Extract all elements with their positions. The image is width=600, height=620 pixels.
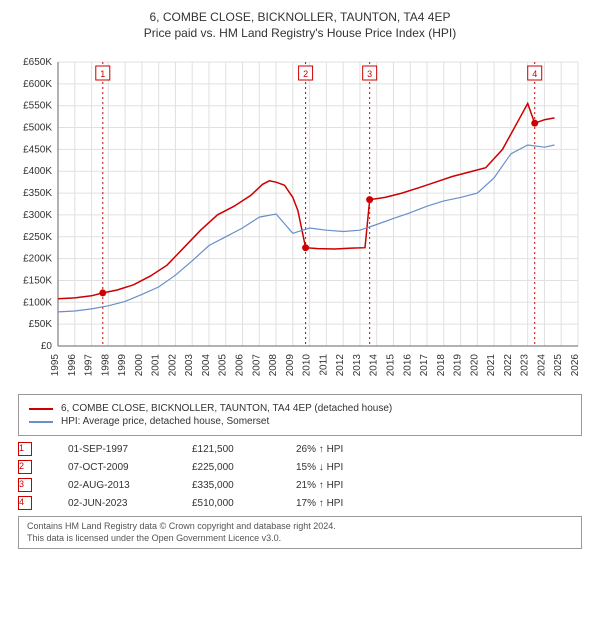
chart-title-block: 6, COMBE CLOSE, BICKNOLLER, TAUNTON, TA4… <box>10 10 590 40</box>
event-marker-icon: 3 <box>18 478 32 492</box>
svg-text:2010: 2010 <box>302 354 313 377</box>
svg-text:£650K: £650K <box>23 57 52 68</box>
footer-attribution: Contains HM Land Registry data © Crown c… <box>18 516 582 549</box>
svg-text:£200K: £200K <box>23 254 52 265</box>
svg-text:2007: 2007 <box>251 354 262 377</box>
svg-text:£450K: £450K <box>23 144 52 155</box>
svg-text:2016: 2016 <box>402 354 413 377</box>
svg-text:£300K: £300K <box>23 210 52 221</box>
legend-swatch <box>29 408 53 410</box>
event-price: £510,000 <box>192 498 272 509</box>
svg-text:3: 3 <box>367 69 372 79</box>
svg-text:2011: 2011 <box>318 354 329 376</box>
svg-text:2004: 2004 <box>201 354 212 377</box>
legend-item: 6, COMBE CLOSE, BICKNOLLER, TAUNTON, TA4… <box>29 403 571 414</box>
title-line-1: 6, COMBE CLOSE, BICKNOLLER, TAUNTON, TA4… <box>10 10 590 24</box>
svg-text:£500K: £500K <box>23 123 52 134</box>
event-marker-icon: 2 <box>18 460 32 474</box>
svg-text:2000: 2000 <box>134 354 145 377</box>
footer-line-2: This data is licensed under the Open Gov… <box>27 533 573 545</box>
event-price: £121,500 <box>192 444 272 455</box>
price-chart: £0 £50K £100K £150K £200K £250K £300K £350K £400… <box>10 46 590 386</box>
svg-text:1998: 1998 <box>100 354 111 377</box>
svg-text:£100K: £100K <box>23 297 52 308</box>
svg-text:2022: 2022 <box>503 354 514 377</box>
event-date: 01-SEP-1997 <box>68 444 168 455</box>
svg-text:2023: 2023 <box>520 354 531 377</box>
svg-text:2: 2 <box>303 69 308 79</box>
svg-text:2001: 2001 <box>151 354 162 377</box>
svg-text:2017: 2017 <box>419 354 430 377</box>
svg-text:2003: 2003 <box>184 354 195 377</box>
svg-text:£550K: £550K <box>23 101 52 112</box>
svg-text:£350K: £350K <box>23 188 52 199</box>
svg-text:2026: 2026 <box>570 354 581 377</box>
footer-line-1: Contains HM Land Registry data © Crown c… <box>27 521 573 533</box>
svg-text:2015: 2015 <box>385 354 396 377</box>
event-row: 1 01-SEP-1997 £121,500 26% ↑ HPI <box>18 442 582 456</box>
svg-text:2013: 2013 <box>352 354 363 377</box>
legend-swatch <box>29 421 53 423</box>
svg-text:1995: 1995 <box>50 354 61 377</box>
svg-text:£600K: £600K <box>23 79 52 90</box>
svg-text:£400K: £400K <box>23 166 52 177</box>
svg-text:2006: 2006 <box>235 354 246 377</box>
event-pct: 15% ↓ HPI <box>296 462 386 473</box>
title-line-2: Price paid vs. HM Land Registry's House … <box>10 26 590 40</box>
event-price: £335,000 <box>192 480 272 491</box>
event-date: 07-OCT-2009 <box>68 462 168 473</box>
event-pct: 21% ↑ HPI <box>296 480 386 491</box>
chart-container: £0 £50K £100K £150K £200K £250K £300K £350K £400… <box>10 46 590 386</box>
svg-text:2005: 2005 <box>218 354 229 377</box>
legend-label: 6, COMBE CLOSE, BICKNOLLER, TAUNTON, TA4… <box>61 403 392 414</box>
svg-text:2019: 2019 <box>453 354 464 377</box>
svg-text:2020: 2020 <box>469 354 480 377</box>
legend-label: HPI: Average price, detached house, Some… <box>61 416 269 427</box>
event-price: £225,000 <box>192 462 272 473</box>
event-pct: 17% ↑ HPI <box>296 498 386 509</box>
event-date: 02-JUN-2023 <box>68 498 168 509</box>
svg-text:2024: 2024 <box>536 354 547 377</box>
event-row: 4 02-JUN-2023 £510,000 17% ↑ HPI <box>18 496 582 510</box>
svg-text:2008: 2008 <box>268 354 279 377</box>
event-row: 2 07-OCT-2009 £225,000 15% ↓ HPI <box>18 460 582 474</box>
svg-text:2014: 2014 <box>369 354 380 377</box>
svg-text:2012: 2012 <box>335 354 346 377</box>
svg-text:2021: 2021 <box>486 354 497 377</box>
svg-text:2025: 2025 <box>553 354 564 377</box>
svg-text:£250K: £250K <box>23 232 52 243</box>
events-table: 1 01-SEP-1997 £121,500 26% ↑ HPI 2 07-OC… <box>18 442 582 510</box>
event-row: 3 02-AUG-2013 £335,000 21% ↑ HPI <box>18 478 582 492</box>
svg-text:1: 1 <box>100 69 105 79</box>
legend: 6, COMBE CLOSE, BICKNOLLER, TAUNTON, TA4… <box>18 394 582 436</box>
svg-text:2018: 2018 <box>436 354 447 377</box>
svg-text:1997: 1997 <box>84 354 95 377</box>
svg-text:£0: £0 <box>41 341 53 352</box>
event-pct: 26% ↑ HPI <box>296 444 386 455</box>
svg-text:2002: 2002 <box>167 354 178 377</box>
svg-text:2009: 2009 <box>285 354 296 377</box>
event-date: 02-AUG-2013 <box>68 480 168 491</box>
svg-text:1996: 1996 <box>67 354 78 377</box>
svg-text:£50K: £50K <box>29 319 53 330</box>
event-marker-icon: 4 <box>18 496 32 510</box>
svg-text:4: 4 <box>532 69 537 79</box>
event-marker-icon: 1 <box>18 442 32 456</box>
legend-item: HPI: Average price, detached house, Some… <box>29 416 571 427</box>
svg-text:£150K: £150K <box>23 275 52 286</box>
svg-text:1999: 1999 <box>117 354 128 377</box>
